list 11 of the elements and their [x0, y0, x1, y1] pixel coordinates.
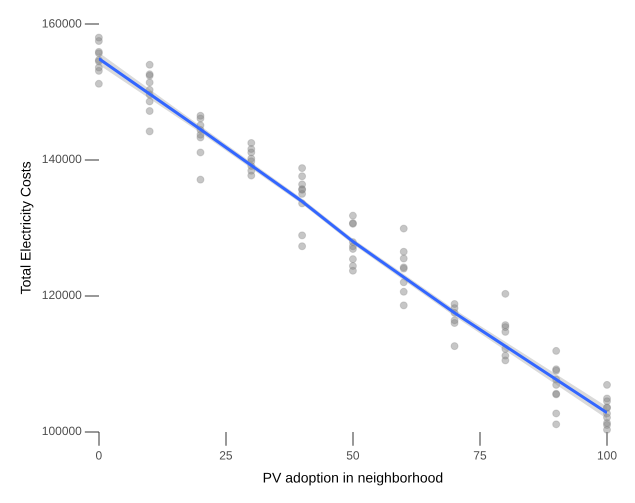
y-tick-label: 140000 [42, 152, 82, 166]
x-tick-label: 50 [346, 448, 360, 462]
y-tick-label: 120000 [42, 288, 82, 302]
y-tick-label: 100000 [42, 424, 82, 438]
x-tick-label: 0 [96, 448, 102, 462]
y-tick-label: 160000 [42, 16, 82, 30]
y-axis-title: Total Electricity Costs [17, 161, 34, 294]
x-tick-label: 100 [596, 448, 618, 462]
x-tick-label: 25 [219, 448, 233, 462]
x-tick-label: 75 [473, 448, 487, 462]
x-axis-title: PV adoption in neighborhood [262, 469, 444, 486]
